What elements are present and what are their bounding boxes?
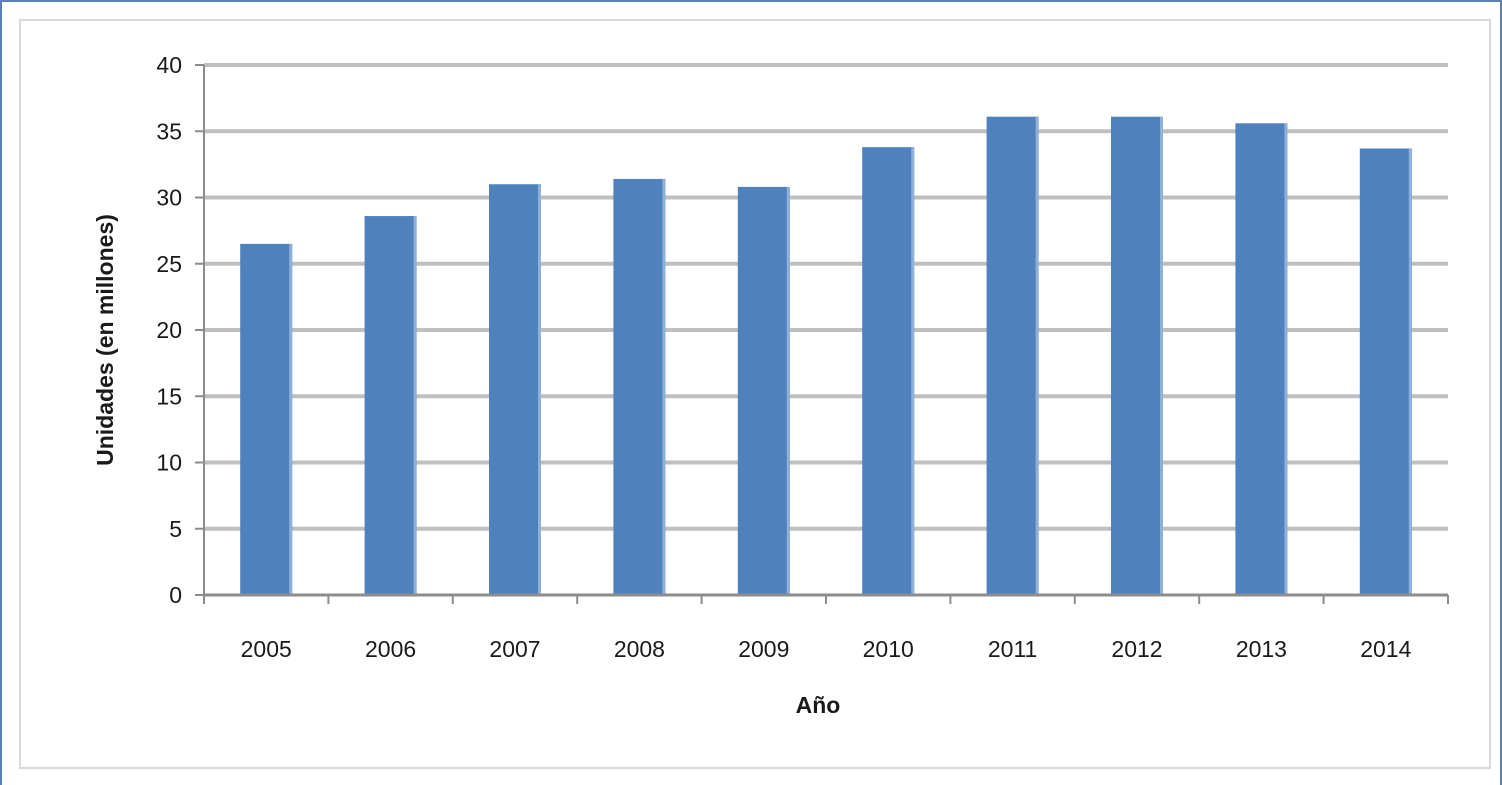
x-tick-labels: 2005 2006 2007 2008 2009 2010 2011 2012 2013 2014 bbox=[241, 636, 1412, 662]
bar-2005 bbox=[240, 243, 293, 595]
x-axis-title: Año bbox=[796, 692, 841, 718]
x-tick-label: 2005 bbox=[241, 636, 292, 662]
bar-edge-2014 bbox=[1408, 148, 1412, 595]
bar-2011 bbox=[986, 116, 1039, 596]
y-tick-labels: 0 5 10 15 20 25 30 35 40 bbox=[156, 52, 182, 608]
y-tick-label: 10 bbox=[156, 450, 182, 476]
bar-2010 bbox=[862, 147, 915, 595]
bar-2008 bbox=[613, 178, 666, 595]
bar-2012 bbox=[1111, 116, 1163, 596]
x-tick-label: 2006 bbox=[365, 636, 416, 662]
x-tick-label: 2007 bbox=[489, 636, 540, 662]
y-tick-label: 0 bbox=[169, 582, 182, 608]
bars bbox=[240, 116, 1412, 596]
x-tick-label: 2011 bbox=[988, 636, 1037, 662]
bar-chart: 0 5 10 15 20 25 30 35 40 2005 2006 2007 2008 2009 201… bbox=[92, 52, 1449, 718]
bar-2013 bbox=[1235, 123, 1288, 596]
y-tick-label: 5 bbox=[169, 516, 182, 542]
bar-edge-2009 bbox=[786, 186, 790, 595]
y-tick-label: 20 bbox=[156, 317, 182, 343]
x-tick-label: 2013 bbox=[1236, 636, 1287, 662]
bar-edge-2007 bbox=[538, 184, 541, 595]
x-tick-label: 2014 bbox=[1360, 636, 1411, 662]
bar-edge-2011 bbox=[1035, 116, 1039, 596]
bar-2014 bbox=[1359, 148, 1412, 595]
bar-edge-2008 bbox=[662, 178, 666, 595]
y-axis-title: Unidades (en millones) bbox=[92, 214, 118, 466]
x-tick-label: 2009 bbox=[738, 636, 789, 662]
x-tick-label: 2008 bbox=[614, 636, 665, 662]
x-tick-label: 2012 bbox=[1111, 636, 1162, 662]
y-tick-label: 25 bbox=[156, 251, 182, 277]
bar-edge-2006 bbox=[413, 216, 417, 596]
y-tick-label: 40 bbox=[156, 52, 182, 78]
bar-edge-2013 bbox=[1284, 123, 1288, 596]
bar-edge-2012 bbox=[1160, 116, 1163, 596]
x-tick-label: 2010 bbox=[863, 636, 914, 662]
y-tick-label: 15 bbox=[156, 383, 182, 409]
bar-2006 bbox=[364, 216, 417, 596]
bar-edge-2010 bbox=[911, 147, 915, 595]
chart-area: 0 5 10 15 20 25 30 35 40 2005 2006 2007 2008 2009 201… bbox=[19, 19, 1491, 769]
bar-edge-2005 bbox=[289, 243, 293, 595]
bar-2007 bbox=[489, 184, 541, 595]
y-tick-label: 35 bbox=[156, 118, 182, 144]
axes bbox=[195, 64, 1449, 604]
bar-2009 bbox=[737, 186, 790, 595]
y-tick-label: 30 bbox=[156, 185, 182, 211]
